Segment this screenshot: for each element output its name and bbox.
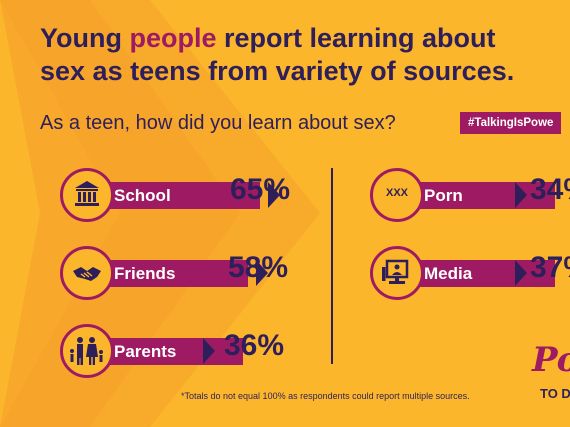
chevron-marker	[203, 338, 215, 364]
handshake-icon	[60, 246, 114, 300]
title-line2: sex as teens from variety of sources.	[40, 56, 515, 86]
percent-value: 58%	[228, 251, 289, 284]
source-label: Parents	[100, 338, 243, 365]
xxx-icon: XXX	[370, 168, 424, 222]
percent-value: 65%	[230, 173, 291, 206]
xxx-text: XXX	[385, 187, 408, 199]
title-line1-start: Young	[40, 23, 130, 53]
computer-icon	[370, 246, 424, 300]
title-highlight: people	[129, 23, 217, 53]
family-icon	[60, 324, 114, 378]
source-label: Friends	[100, 260, 248, 287]
percent-value: 34%	[530, 173, 570, 206]
chevron-marker	[256, 260, 268, 286]
column-divider	[331, 168, 333, 364]
source-label: Porn	[410, 182, 555, 209]
source-label: School	[100, 182, 260, 209]
logo-script-text: Po	[532, 340, 570, 380]
percent-value: 36%	[224, 329, 285, 362]
chevron-marker	[268, 182, 280, 208]
percent-value: 37%	[530, 251, 570, 284]
hashtag-badge: #TalkingIsPowe	[460, 112, 562, 134]
logo-caption: TO D	[540, 386, 570, 401]
footnote: *Totals do not equal 100% as respondents…	[181, 391, 470, 401]
title-line1-end: report learning about	[216, 23, 496, 53]
school-building-icon	[60, 168, 114, 222]
source-label: Media	[410, 260, 555, 287]
question-subtitle: As a teen, how did you learn about sex?	[40, 112, 396, 134]
campaign-logo: Po TO D	[532, 340, 570, 406]
chevron-marker	[515, 260, 527, 286]
title: Young people report learning about sex a…	[40, 22, 514, 88]
chevron-marker	[515, 182, 527, 208]
